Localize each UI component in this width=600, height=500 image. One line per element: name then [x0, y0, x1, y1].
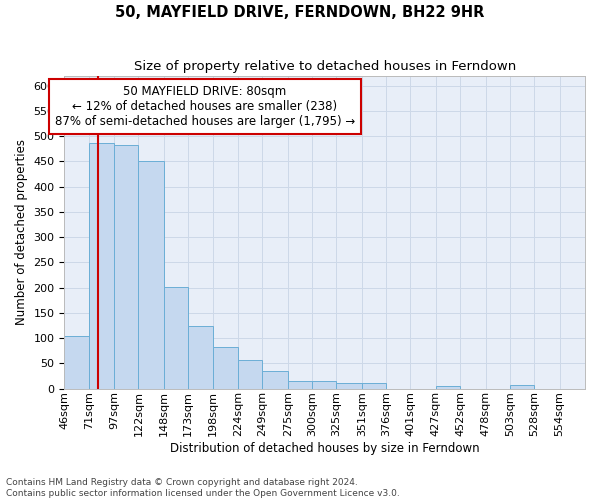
Bar — [510, 385, 535, 388]
Bar — [212, 347, 238, 389]
Bar — [436, 386, 460, 388]
Text: 50 MAYFIELD DRIVE: 80sqm
← 12% of detached houses are smaller (238)
87% of semi-: 50 MAYFIELD DRIVE: 80sqm ← 12% of detach… — [55, 85, 355, 128]
Text: Contains HM Land Registry data © Crown copyright and database right 2024.
Contai: Contains HM Land Registry data © Crown c… — [6, 478, 400, 498]
Bar — [238, 360, 262, 388]
Bar — [362, 384, 386, 388]
Bar — [114, 145, 139, 388]
Bar — [89, 142, 114, 388]
Bar — [312, 381, 337, 388]
Bar — [164, 286, 188, 388]
Bar — [139, 162, 164, 388]
Bar — [262, 371, 287, 388]
Title: Size of property relative to detached houses in Ferndown: Size of property relative to detached ho… — [134, 60, 516, 73]
Bar — [188, 326, 212, 388]
X-axis label: Distribution of detached houses by size in Ferndown: Distribution of detached houses by size … — [170, 442, 479, 455]
Text: 50, MAYFIELD DRIVE, FERNDOWN, BH22 9HR: 50, MAYFIELD DRIVE, FERNDOWN, BH22 9HR — [115, 5, 485, 20]
Y-axis label: Number of detached properties: Number of detached properties — [15, 139, 28, 325]
Bar — [64, 336, 89, 388]
Bar — [337, 384, 362, 388]
Bar — [287, 381, 312, 388]
